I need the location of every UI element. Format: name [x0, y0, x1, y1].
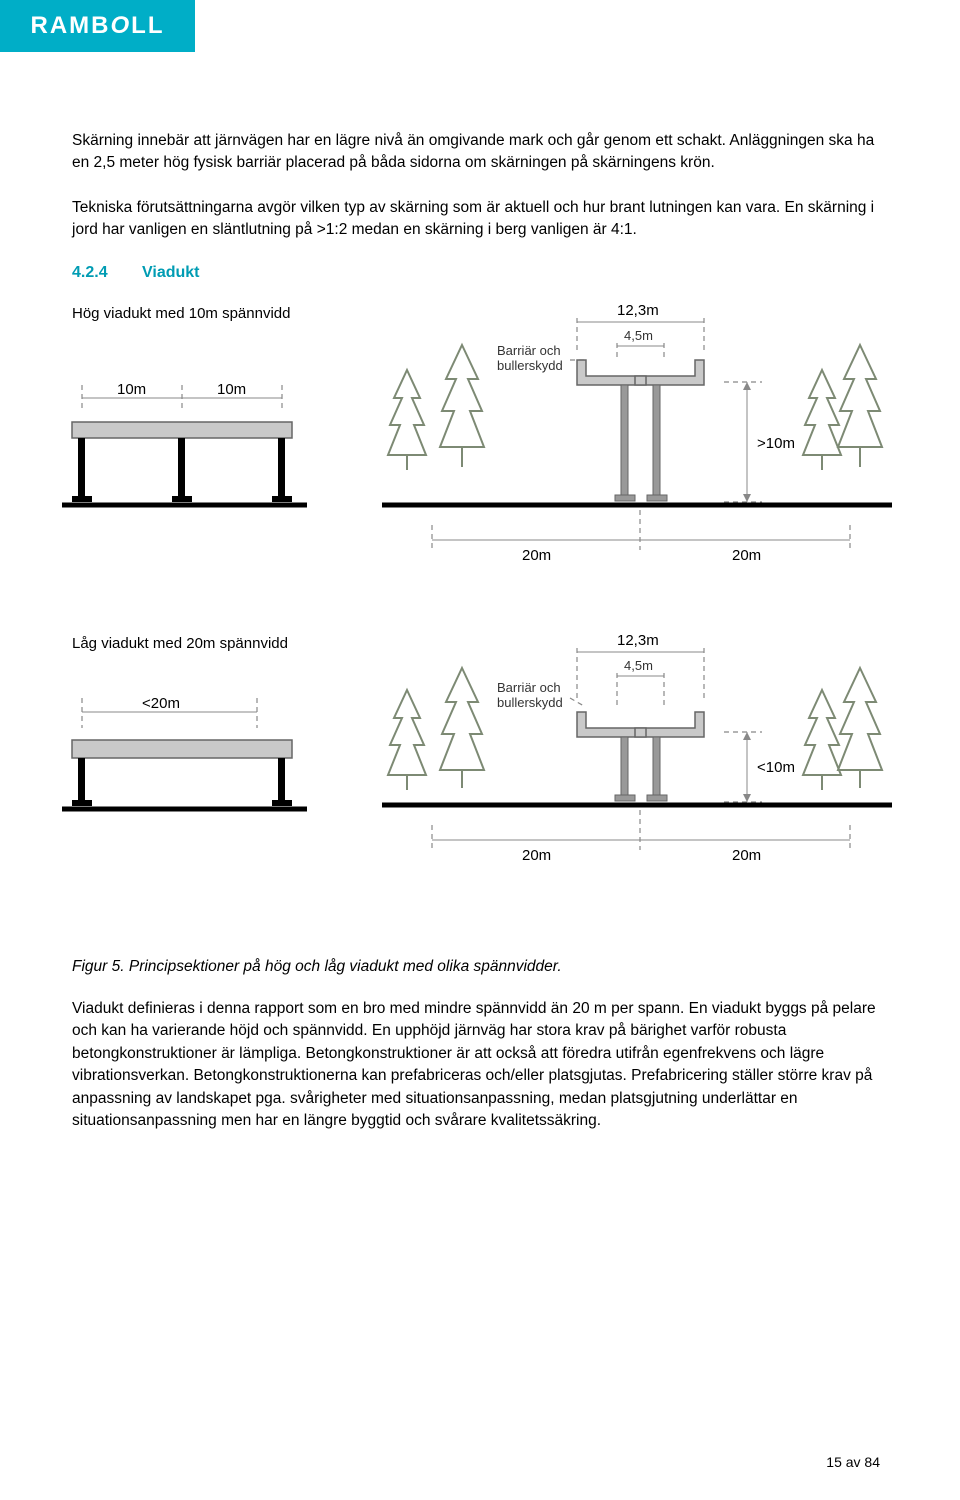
section-number: 4.2.4: [72, 264, 142, 282]
svg-text:20m: 20m: [732, 547, 761, 564]
section-title: Viadukt: [142, 264, 200, 281]
paragraph-2: Tekniska förutsättningarna avgör vilken …: [72, 197, 887, 242]
tree-icon: [388, 370, 426, 470]
paragraph-1: Skärning innebär att järnvägen har en lä…: [72, 130, 887, 175]
figure-caption: Figur 5. Principsektioner på hög och låg…: [72, 958, 887, 976]
page-content: Skärning innebär att järnvägen har en lä…: [72, 130, 887, 1155]
brand-logo: RAMBOLL: [0, 0, 195, 52]
tree-icon: [803, 690, 841, 790]
tree-icon: [838, 668, 882, 788]
viadukt-diagram: Hög viadukt med 10m spännvidd 10m 10m: [72, 300, 887, 930]
top-title: Hög viadukt med 10m spännvidd: [72, 305, 290, 322]
bottom-title: Låg viadukt med 20m spännvidd: [72, 635, 288, 652]
tree-icon: [838, 345, 882, 467]
svg-text:4,5m: 4,5m: [624, 658, 653, 673]
svg-text:<20m: <20m: [142, 695, 180, 712]
svg-text:Barriär och: Barriär och: [497, 680, 561, 695]
section-heading: 4.2.4Viadukt: [72, 264, 887, 282]
svg-text:20m: 20m: [732, 847, 761, 864]
tree-icon: [803, 370, 841, 470]
svg-text:Barriär och: Barriär och: [497, 343, 561, 358]
svg-text:20m: 20m: [522, 547, 551, 564]
logo-text: RAMBOLL: [31, 12, 165, 40]
figure-viadukt: Hög viadukt med 10m spännvidd 10m 10m: [72, 300, 887, 930]
svg-text:10m: 10m: [117, 381, 146, 398]
tree-icon: [388, 690, 426, 790]
svg-text:bullerskydd: bullerskydd: [497, 695, 563, 710]
svg-text:20m: 20m: [522, 847, 551, 864]
tree-icon: [440, 345, 484, 467]
paragraph-3: Viadukt definieras i denna rapport som e…: [72, 998, 887, 1133]
tree-icon: [440, 668, 484, 788]
svg-text:10m: 10m: [217, 381, 246, 398]
svg-text:12,3m: 12,3m: [617, 632, 659, 649]
svg-text:bullerskydd: bullerskydd: [497, 358, 563, 373]
page-number: 15 av 84: [826, 1454, 880, 1470]
svg-text:4,5m: 4,5m: [624, 328, 653, 343]
svg-text:>10m: >10m: [757, 435, 795, 452]
svg-text:12,3m: 12,3m: [617, 302, 659, 319]
svg-text:<10m: <10m: [757, 759, 795, 776]
